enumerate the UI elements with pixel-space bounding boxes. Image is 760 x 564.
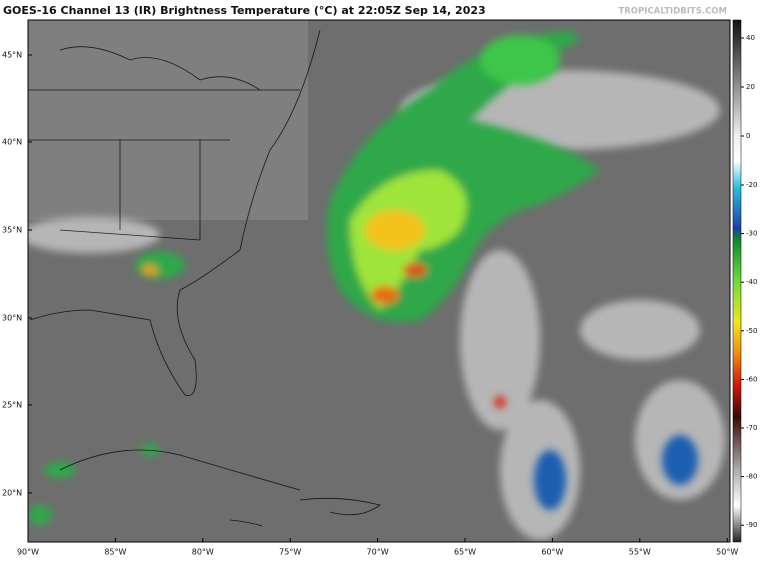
lon-label: 65°W <box>454 548 476 557</box>
map-frame <box>27 19 731 543</box>
colorbar-label: -70 <box>746 424 757 432</box>
watermark: TROPICALTIDBITS.COM <box>618 7 727 17</box>
lat-label: 30°N <box>2 314 22 323</box>
lon-label: 60°W <box>541 548 563 557</box>
colorbar <box>732 19 742 543</box>
lat-label: 20°N <box>2 489 22 498</box>
colorbar-label: 0 <box>746 132 750 140</box>
colorbar-label: 20 <box>746 83 755 91</box>
colorbar-label: -40 <box>746 278 757 286</box>
title: GOES-16 Channel 13 (IR) Brightness Tempe… <box>3 4 486 17</box>
colorbar-label: -80 <box>746 473 757 481</box>
colorbar-label: -20 <box>746 181 757 189</box>
lon-label: 90°W <box>17 548 39 557</box>
lat-label: 40°N <box>2 138 22 147</box>
lon-label: 85°W <box>104 548 126 557</box>
lon-label: 55°W <box>629 548 651 557</box>
satellite-image <box>28 20 730 542</box>
colorbar-label: 40 <box>746 34 755 42</box>
colorbar-label: -60 <box>746 375 757 383</box>
colorbar-label: -30 <box>746 230 757 238</box>
lat-label: 35°N <box>2 226 22 235</box>
lon-label: 80°W <box>192 548 214 557</box>
lat-label: 45°N <box>2 51 22 60</box>
colorbar-label: -90 <box>746 521 757 529</box>
lon-label: 70°W <box>367 548 389 557</box>
lon-label: 50°W <box>716 548 738 557</box>
lat-label: 25°N <box>2 401 22 410</box>
lon-label: 75°W <box>279 548 301 557</box>
colorbar-label: -50 <box>746 327 757 335</box>
